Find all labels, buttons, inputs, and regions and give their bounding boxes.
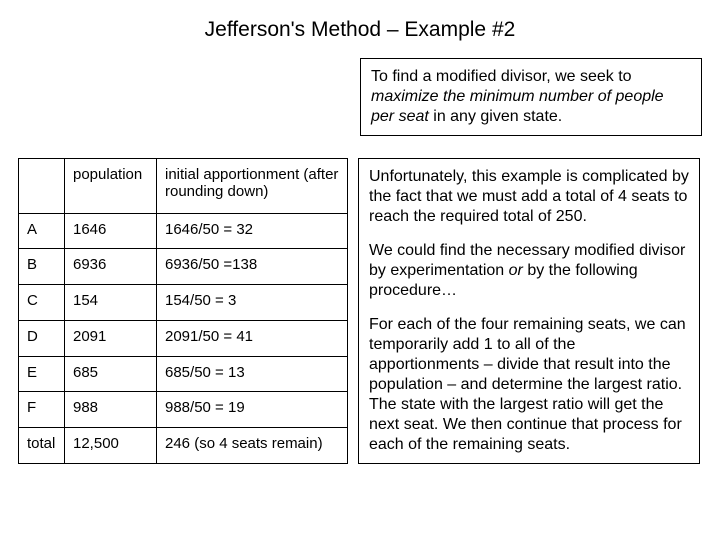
cell-apportion: 685/50 = 13 — [157, 356, 348, 392]
table-header-row: population initial apportionment (after … — [19, 159, 348, 214]
explanation-box: Unfortunately, this example is complicat… — [358, 158, 700, 464]
cell-pop: 1646 — [65, 213, 157, 249]
para-1: Unfortunately, this example is complicat… — [369, 167, 689, 227]
table-row: E 685 685/50 = 13 — [19, 356, 348, 392]
cell-state: A — [19, 213, 65, 249]
cell-state: F — [19, 392, 65, 428]
table-row: A 1646 1646/50 = 32 — [19, 213, 348, 249]
cell-apportion: 6936/50 =138 — [157, 249, 348, 285]
cell-pop: 6936 — [65, 249, 157, 285]
cell-state: D — [19, 320, 65, 356]
col-apportionment: initial apportionment (after rounding do… — [157, 159, 348, 214]
para-2b: or — [509, 262, 523, 279]
table-row: B 6936 6936/50 =138 — [19, 249, 348, 285]
cell-state: E — [19, 356, 65, 392]
table-row: C 154 154/50 = 3 — [19, 285, 348, 321]
col-state — [19, 159, 65, 214]
cell-state: B — [19, 249, 65, 285]
para-2: We could find the necessary modified div… — [369, 241, 689, 301]
cell-apportion: 1646/50 = 32 — [157, 213, 348, 249]
apportionment-table: population initial apportionment (after … — [18, 158, 348, 464]
col-population: population — [65, 159, 157, 214]
intro-box: To find a modified divisor, we seek to m… — [360, 58, 702, 136]
table-row: F 988 988/50 = 19 — [19, 392, 348, 428]
cell-pop: 154 — [65, 285, 157, 321]
table-row: D 2091 2091/50 = 41 — [19, 320, 348, 356]
table-total-row: total 12,500 246 (so 4 seats remain) — [19, 428, 348, 464]
cell-apportion: 246 (so 4 seats remain) — [157, 428, 348, 464]
page-title: Jefferson's Method – Example #2 — [0, 0, 720, 52]
cell-state: total — [19, 428, 65, 464]
cell-pop: 12,500 — [65, 428, 157, 464]
para-3: For each of the four remaining seats, we… — [369, 315, 689, 455]
intro-tail: in any given state. — [429, 108, 562, 125]
cell-pop: 988 — [65, 392, 157, 428]
cell-state: C — [19, 285, 65, 321]
cell-apportion: 988/50 = 19 — [157, 392, 348, 428]
intro-lead: To find a modified divisor, we seek to — [371, 68, 632, 85]
cell-pop: 2091 — [65, 320, 157, 356]
cell-apportion: 2091/50 = 41 — [157, 320, 348, 356]
cell-apportion: 154/50 = 3 — [157, 285, 348, 321]
cell-pop: 685 — [65, 356, 157, 392]
